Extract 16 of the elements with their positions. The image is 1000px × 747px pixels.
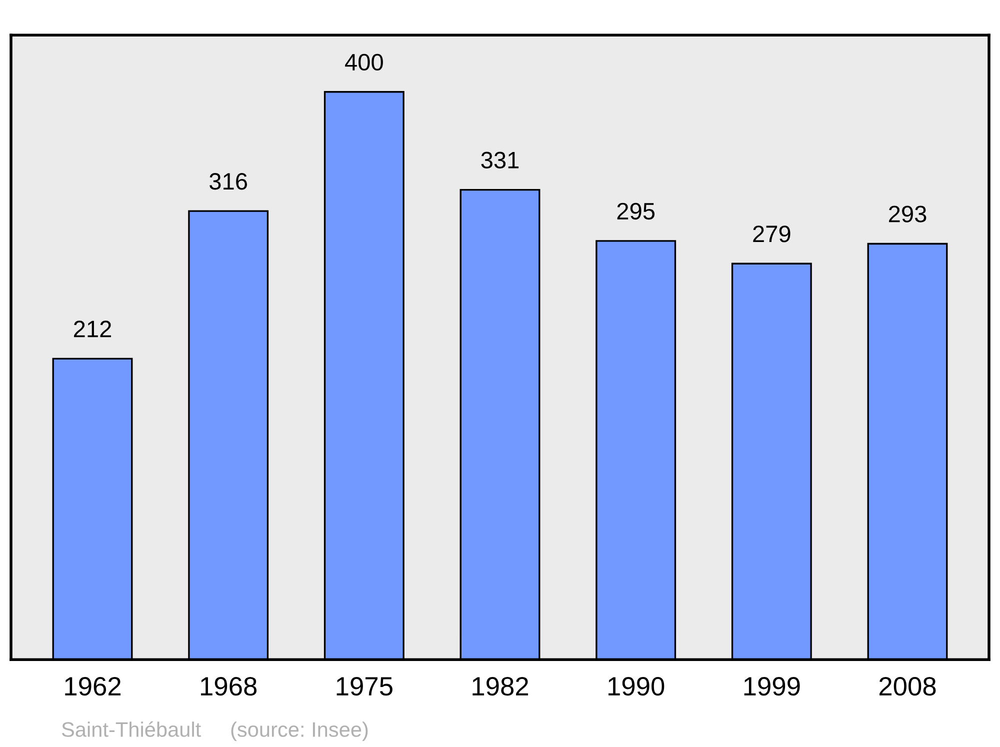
x-tick-label: 2008 (879, 676, 936, 696)
data-label: 316 (210, 173, 247, 190)
x-tick-label: 1982 (472, 676, 528, 696)
x-tick-label: 1999 (744, 676, 800, 696)
data-label: 293 (888, 206, 926, 222)
data-label: 331 (481, 152, 519, 168)
data-label: 279 (753, 226, 790, 242)
data-label: 295 (617, 202, 655, 220)
x-tick-label: 1975 (336, 676, 392, 696)
x-tick-label: 1962 (65, 676, 121, 696)
text: (source: Insee) (231, 722, 368, 742)
text: Saint-Thiébault (62, 721, 201, 737)
data-label: 212 (74, 320, 112, 338)
x-tick-label: 1990 (608, 676, 664, 696)
x-tick-label: 1968 (200, 676, 257, 696)
data-label: 400 (345, 54, 383, 71)
